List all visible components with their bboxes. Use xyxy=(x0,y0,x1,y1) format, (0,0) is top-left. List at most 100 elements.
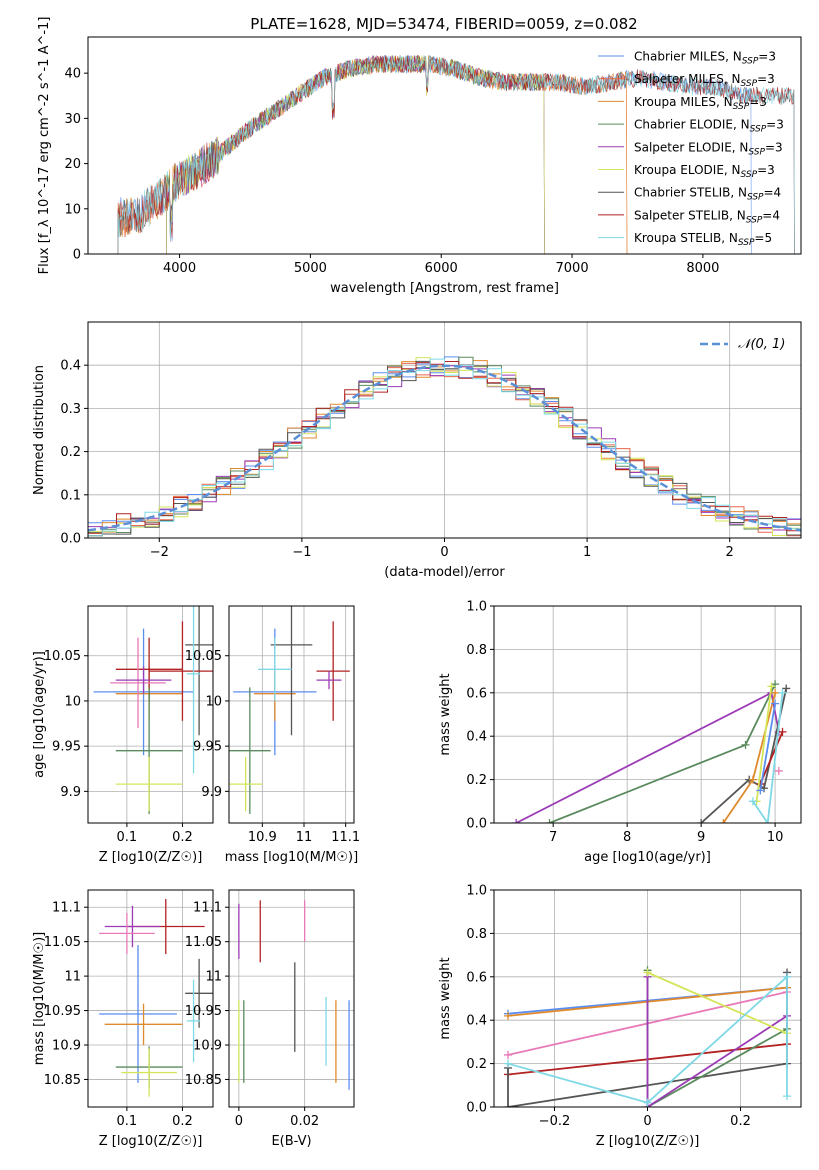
y-tick-label: 10.85 xyxy=(44,1073,81,1088)
spectrum-line xyxy=(166,55,545,254)
weight-marker xyxy=(778,727,787,736)
y-tick-label: 10.05 xyxy=(185,649,222,664)
weight-line xyxy=(507,974,788,1104)
legend-label: Kroupa STELIB, NSSP=5 xyxy=(634,231,772,248)
panel-age-vs-mass: 10.9 11 11.1 9.9 9.95 10 10.05 mass [log10(M/M☉… xyxy=(185,605,360,865)
x-tick-label: 0 xyxy=(440,545,448,560)
y-tick-label: 0.2 xyxy=(60,445,81,460)
weight-marker xyxy=(697,819,706,823)
legend-label: Salpeter MILES, NSSP=3 xyxy=(634,72,775,89)
x-tick-label: 7000 xyxy=(556,261,589,276)
y-tick-label: 0.1 xyxy=(60,488,81,503)
x-axis-label: Z [log10(Z/Z☉)] xyxy=(99,850,203,865)
x-tick-label: 10.9 xyxy=(248,830,277,845)
y-tick-label: 10 xyxy=(205,694,222,709)
y-tick-label: 10.95 xyxy=(185,1004,222,1019)
legend-label: Chabrier STELIB, NSSP=4 xyxy=(634,186,781,203)
y-tick-label: 11.05 xyxy=(185,935,222,950)
y-tick-label: 9.9 xyxy=(60,785,81,800)
y-tick-label: 11 xyxy=(205,970,222,985)
legend-label: Salpeter ELODIE, NSSP=3 xyxy=(634,140,783,157)
weight-marker xyxy=(643,1098,652,1107)
y-tick-label: 0.6 xyxy=(466,970,487,985)
y-tick-label: 10 xyxy=(64,202,81,217)
weight-marker xyxy=(778,688,787,697)
y-axis-label: Flux [f_λ 10^-17 erg cm^-2 s^-1 A^-1] xyxy=(37,17,52,275)
x-tick-label: 0 xyxy=(643,1114,651,1129)
weight-marker xyxy=(503,1050,512,1059)
weight-marker xyxy=(767,682,776,691)
plot-frame xyxy=(87,36,802,255)
x-tick-label: 1 xyxy=(583,545,591,560)
y-tick-label: 0.0 xyxy=(466,1101,487,1116)
weight-marker xyxy=(503,1011,512,1020)
weight-marker xyxy=(741,740,750,749)
x-axis-label: age [log10(age/yr)] xyxy=(584,850,711,865)
y-tick-label: 11.1 xyxy=(52,901,81,916)
weight-marker xyxy=(643,968,652,977)
legend-label: Kroupa MILES, NSSP=3 xyxy=(634,95,767,112)
plot-frame xyxy=(493,605,802,824)
x-tick-label: 7 xyxy=(549,830,557,845)
x-tick-label: 9 xyxy=(697,830,705,845)
x-tick-label: 0.02 xyxy=(290,1114,319,1129)
legend-label: Chabrier MILES, NSSP=3 xyxy=(634,50,776,67)
weight-marker xyxy=(545,819,554,823)
y-tick-label: 0.8 xyxy=(466,927,487,942)
weight-marker xyxy=(503,1059,512,1068)
x-tick-label: 8000 xyxy=(686,261,719,276)
x-tick-label: 0.2 xyxy=(172,1114,193,1129)
y-tick-label: 0.8 xyxy=(466,643,487,658)
weight-marker xyxy=(748,797,757,806)
plot-marks xyxy=(117,54,795,254)
x-tick-label: 4000 xyxy=(163,261,196,276)
y-tick-label: 20 xyxy=(64,157,81,172)
legend-label: 𝒩(0, 1) xyxy=(738,337,785,352)
panel-mass-vs-z: 0.1 0.2 10.85 10.9 10.95 11 11.05 11.1 Z [log10(… xyxy=(32,889,214,1149)
y-tick-label: 9.9 xyxy=(201,785,222,800)
y-tick-label: 9.95 xyxy=(52,740,81,755)
x-axis-label: mass [log10(M/M☉)] xyxy=(225,850,358,865)
plot-frame xyxy=(493,889,802,1108)
x-tick-label: 0.1 xyxy=(117,830,138,845)
plot-frame xyxy=(87,321,802,539)
panel-mass-vs-ebv: 0 0.02 10.85 10.9 10.95 11 11.05 11.1 E(B-V) xyxy=(185,889,355,1149)
x-tick-label: 0.2 xyxy=(172,830,193,845)
x-tick-label: 11 xyxy=(296,830,313,845)
y-tick-label: 0.4 xyxy=(60,359,81,374)
weight-line xyxy=(755,686,773,802)
plot-marks xyxy=(503,966,792,1107)
x-tick-label: 0.2 xyxy=(730,1114,751,1129)
legend-label: Kroupa ELODIE, NSSP=3 xyxy=(634,163,775,180)
weight-marker xyxy=(771,688,780,697)
y-tick-label: 0.6 xyxy=(466,686,487,701)
plot-marks xyxy=(88,356,801,537)
y-tick-label: 11.05 xyxy=(44,935,81,950)
plot-frame xyxy=(228,605,355,824)
weight-marker xyxy=(748,775,757,784)
weight-line xyxy=(759,703,776,791)
weight-marker xyxy=(763,819,772,823)
y-axis-label: mass weight xyxy=(438,957,453,1039)
plot-frame xyxy=(87,889,214,1108)
plot-marks xyxy=(512,680,791,823)
plot-area xyxy=(88,606,213,823)
histogram-step xyxy=(88,358,801,537)
spectrum-line xyxy=(117,54,795,254)
y-tick-label: 10.95 xyxy=(44,1004,81,1019)
y-axis-label: mass weight xyxy=(438,673,453,755)
x-axis-label: wavelength [Angstrom, rest frame] xyxy=(330,281,559,296)
x-tick-label: 8 xyxy=(623,830,631,845)
x-tick-label: −1 xyxy=(292,545,311,560)
x-axis-label: Z [log10(Z/Z☉)] xyxy=(596,1134,700,1149)
x-tick-label: 10 xyxy=(767,830,784,845)
y-axis-label: age [log10(age/yr)] xyxy=(32,651,47,778)
plot-area xyxy=(229,890,354,1107)
y-tick-label: 11 xyxy=(64,970,81,985)
weight-marker xyxy=(756,786,765,795)
weight-marker xyxy=(783,1092,792,1101)
weight-line xyxy=(759,731,784,785)
normal-curve xyxy=(88,364,801,532)
legend-label: Chabrier ELODIE, NSSP=3 xyxy=(634,118,784,135)
